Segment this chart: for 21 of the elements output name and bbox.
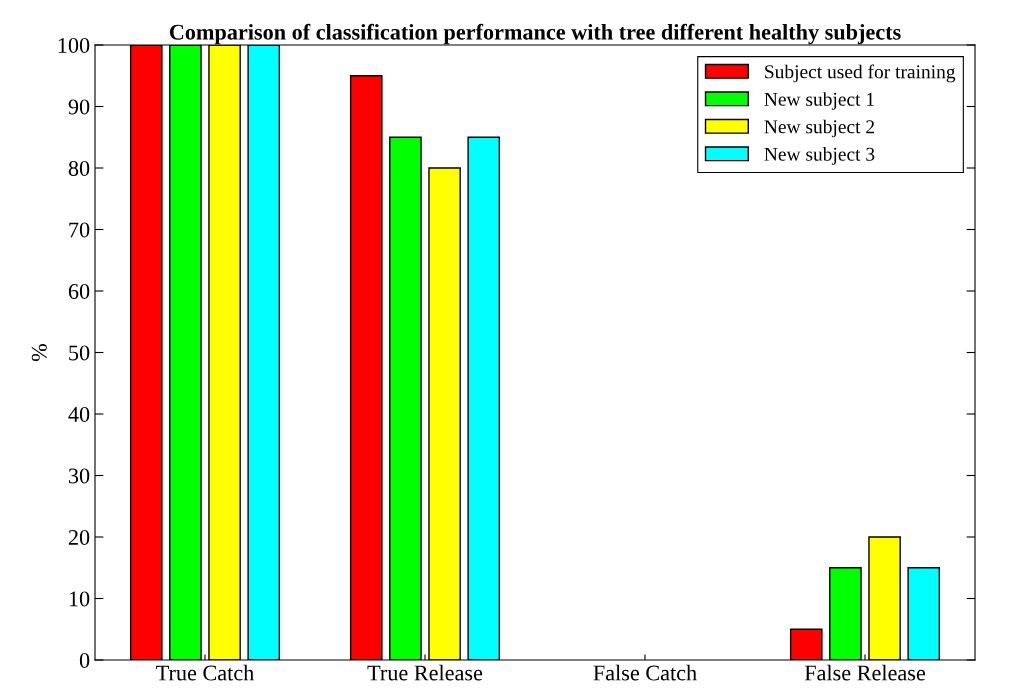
y-tick-label: 80 (68, 160, 90, 176)
y-axis-title: % (31, 344, 47, 361)
legend-label: New subject 2 (764, 119, 875, 138)
y-tick-label: 70 (69, 222, 90, 238)
chart-title: Comparison of classification performance with tree different healthy subjects (169, 23, 901, 45)
legend-label: New subject 3 (764, 147, 875, 165)
y-tick-label: 90 (68, 99, 90, 115)
x-tick-label: False Catch (593, 664, 697, 681)
y-tick-label: 10 (69, 591, 90, 607)
legend-label: New subject 1 (764, 92, 874, 110)
x-tick-label: True Release (367, 664, 483, 681)
x-tick-label: False Release (804, 664, 926, 681)
x-tick-label: True Catch (156, 664, 254, 681)
y-tick-label: 30 (68, 468, 90, 484)
y-tick-label: 40 (68, 406, 90, 422)
y-tick-label: 50 (69, 345, 90, 361)
y-tick-label: 60 (68, 283, 90, 299)
y-tick-label: 100 (58, 37, 90, 53)
legend-label: Subject used for training (765, 64, 956, 83)
y-tick-label: 0 (79, 652, 90, 668)
y-tick-label: 20 (68, 529, 90, 545)
